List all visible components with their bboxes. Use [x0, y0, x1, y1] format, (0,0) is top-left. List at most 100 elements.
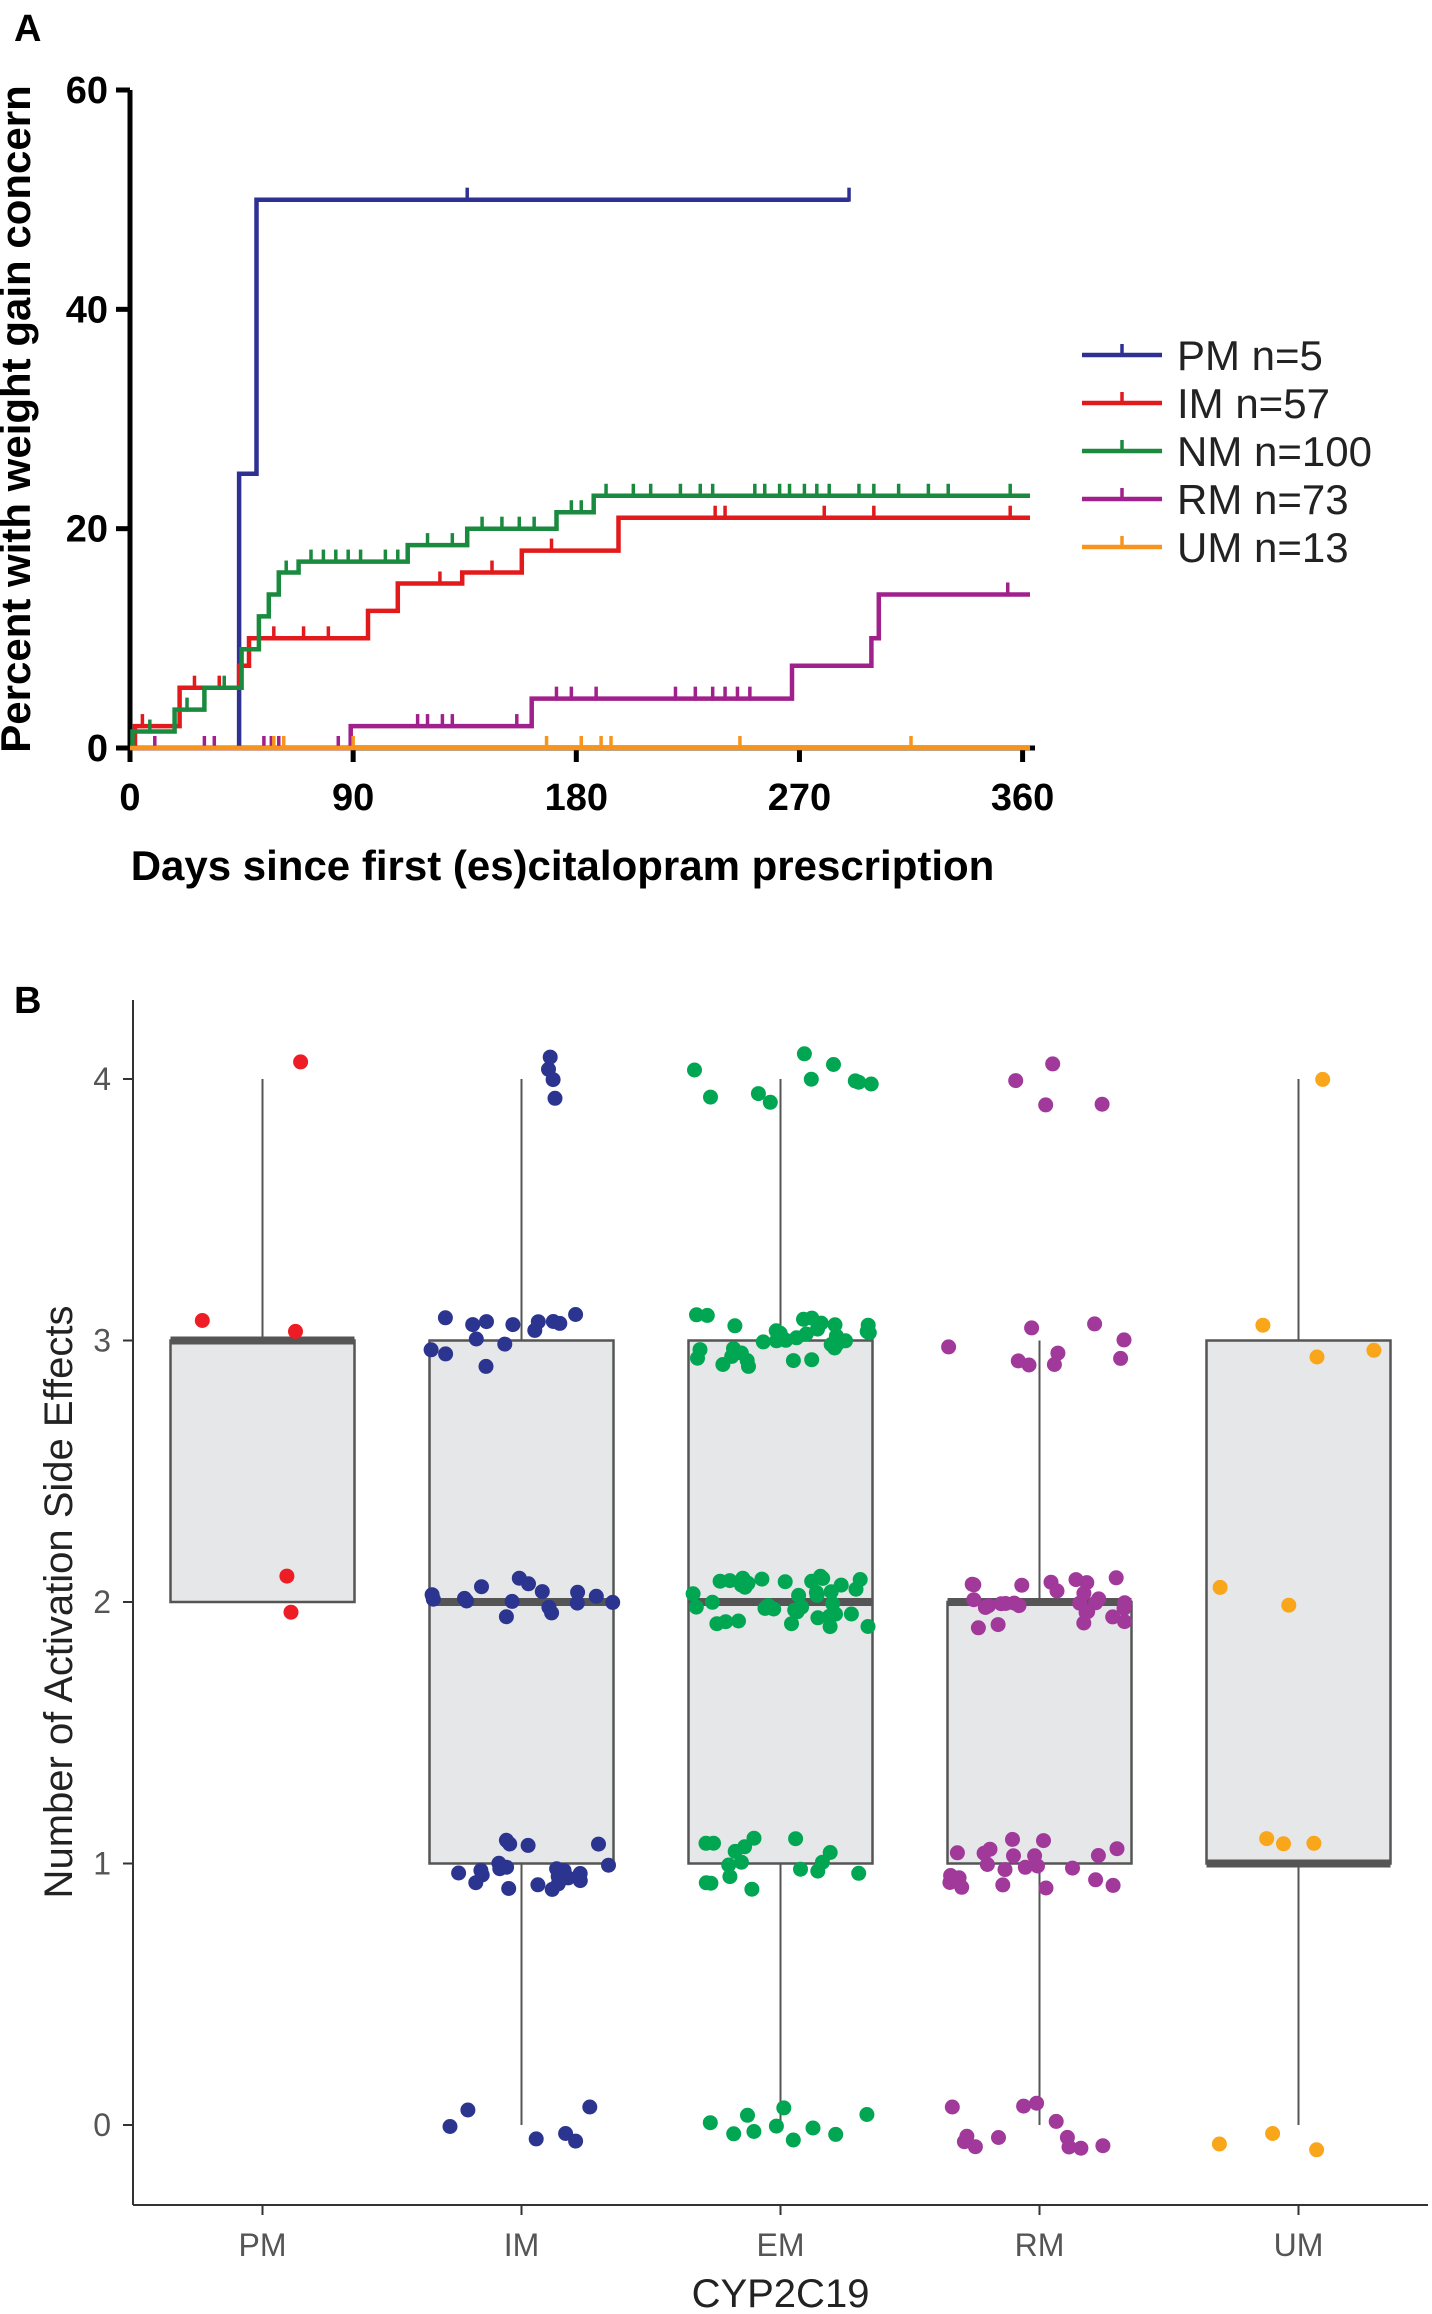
- data-point: [709, 1616, 725, 1632]
- data-point: [1105, 1877, 1121, 1893]
- y-tick-label: 20: [66, 509, 108, 551]
- data-point: [757, 1600, 773, 1616]
- data-point: [1116, 1600, 1132, 1616]
- data-point: [1255, 1317, 1271, 1333]
- data-point: [451, 1865, 467, 1881]
- y-tick-label: 4: [93, 1061, 111, 1097]
- data-point: [520, 1837, 536, 1853]
- x-tick-label: 90: [332, 777, 374, 819]
- x-tick-label: 180: [545, 777, 608, 819]
- data-point: [826, 1057, 841, 1072]
- data-point: [1038, 1097, 1054, 1113]
- data-point: [993, 1596, 1009, 1612]
- data-point: [833, 1577, 849, 1593]
- data-point: [703, 1089, 718, 1105]
- data-point: [699, 1307, 715, 1323]
- y-axis-title: Number of Activation Side Effects: [37, 1306, 81, 1899]
- data-point: [863, 1076, 879, 1092]
- data-point: [785, 1353, 801, 1369]
- data-point: [744, 1881, 760, 1897]
- data-point: [828, 2126, 844, 2142]
- data-point: [949, 1845, 965, 1861]
- data-point: [569, 1595, 585, 1611]
- data-point: [727, 1318, 743, 1334]
- data-point: [721, 1857, 737, 1873]
- series-im-n-57: [130, 505, 1030, 751]
- data-point: [741, 1358, 756, 1374]
- series-line-im-n-57: [130, 515, 1030, 751]
- legend-label: RM n=73: [1177, 476, 1349, 523]
- data-point: [504, 1593, 520, 1609]
- data-point: [544, 1881, 560, 1897]
- data-point: [505, 1317, 521, 1333]
- data-point: [827, 1340, 843, 1356]
- data-point: [959, 2128, 975, 2144]
- data-point: [1038, 1880, 1054, 1896]
- data-point: [194, 1313, 210, 1328]
- y-tick-label: 2: [93, 1584, 111, 1620]
- data-point: [1076, 1585, 1092, 1601]
- data-point: [848, 1581, 864, 1597]
- y-axis-title: Percent with weight gain concern: [0, 85, 39, 752]
- data-point: [805, 2120, 821, 2136]
- data-point: [1005, 1831, 1020, 1847]
- box-im: [428, 1079, 615, 2125]
- data-point: [860, 1619, 876, 1634]
- data-point: [859, 2107, 875, 2122]
- data-point: [793, 1861, 808, 1877]
- data-point: [791, 1587, 807, 1603]
- data-point: [1315, 1071, 1331, 1087]
- data-point: [1281, 1597, 1297, 1613]
- data-point: [1036, 1833, 1051, 1849]
- data-point: [722, 1573, 738, 1589]
- points-im: [423, 1049, 621, 2149]
- data-point: [1276, 1836, 1291, 1852]
- data-point: [827, 1317, 843, 1333]
- data-point: [1024, 1320, 1040, 1336]
- legend-item-um-n-13: UM n=13: [1082, 524, 1349, 571]
- data-point: [528, 2131, 544, 2147]
- data-point: [1049, 1583, 1065, 1599]
- y-tick-label: 0: [87, 728, 108, 770]
- series-rm-n-73: [130, 582, 1030, 751]
- data-point: [1094, 1096, 1110, 1112]
- points-rm: [941, 1056, 1133, 2156]
- data-point: [601, 1857, 616, 1873]
- data-point: [804, 1352, 820, 1368]
- data-point: [750, 1086, 766, 1102]
- panel-b-label: B: [14, 980, 42, 1022]
- data-point: [733, 1345, 749, 1361]
- data-point: [279, 1568, 295, 1584]
- data-point: [740, 2107, 755, 2123]
- data-point: [1065, 1860, 1080, 1876]
- data-point: [1090, 1848, 1106, 1863]
- data-point: [498, 1832, 514, 1848]
- data-point: [293, 1054, 309, 1070]
- data-point: [778, 1332, 794, 1348]
- data-point: [1076, 1615, 1092, 1631]
- x-tick-label: 270: [768, 777, 831, 819]
- data-point: [843, 1606, 859, 1622]
- data-point: [1306, 1835, 1322, 1851]
- data-point: [768, 1323, 784, 1339]
- data-point: [941, 1339, 957, 1355]
- box-iqr: [1205, 1339, 1392, 1865]
- data-point: [423, 1342, 439, 1358]
- data-point: [501, 1881, 517, 1896]
- box-um: [1205, 1079, 1392, 2125]
- chart-a-kaplan-meier: 0 20 40 60 0 90 180 270 360 Days since first (es)…: [0, 70, 1372, 889]
- data-point: [731, 1613, 746, 1629]
- data-point: [703, 1875, 719, 1891]
- data-point: [1061, 2139, 1077, 2155]
- data-point: [474, 1867, 490, 1883]
- data-point: [785, 2132, 801, 2148]
- data-point: [1029, 2095, 1045, 2111]
- data-point: [861, 1325, 877, 1341]
- data-point: [530, 1314, 546, 1330]
- x-tick-label: PM: [239, 2227, 287, 2263]
- data-point: [570, 1584, 586, 1600]
- data-point: [813, 1315, 829, 1331]
- data-point: [1309, 2142, 1325, 2158]
- data-point: [1366, 1342, 1382, 1358]
